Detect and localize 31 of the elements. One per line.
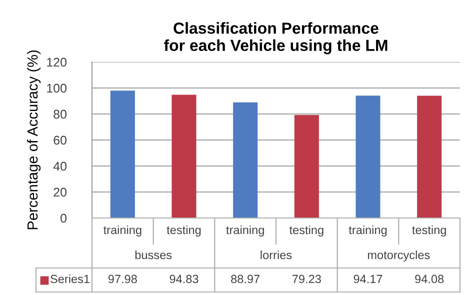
data-label: 88.97 [231, 274, 260, 284]
y-tick-label: 60 [54, 136, 67, 145]
y-tick-label: 120 [47, 58, 67, 67]
x-tick-label: testing [289, 225, 324, 237]
y-tick-label: 80 [54, 110, 67, 119]
data-label: 94.83 [170, 274, 198, 284]
data-label: 79.23 [292, 274, 321, 284]
y-tick-label: 100 [47, 84, 67, 93]
data-label: 94.17 [354, 274, 382, 284]
data-label: 97.98 [108, 274, 137, 284]
chart-title: Classification Performance for each Vehicle using the LM [164, 22, 388, 54]
x-tick-label: training [226, 225, 264, 237]
bar [233, 102, 258, 218]
x-tick-label: testing [166, 225, 201, 237]
bar [172, 94, 196, 218]
legend-label: Series1 [50, 274, 90, 284]
data-label: 94.08 [415, 274, 444, 284]
bar [356, 96, 380, 218]
y-axis-title: Percentage of Accuracy (%) [26, 50, 41, 230]
bar [110, 90, 135, 218]
bar [417, 96, 442, 218]
x-tick-label: training [348, 225, 387, 237]
text: motorcycles [368, 250, 430, 262]
y-tick-label: 20 [54, 188, 67, 197]
y-tick-label: 40 [53, 162, 67, 171]
y-tick-label: 0 [60, 214, 67, 223]
bar [294, 115, 319, 218]
text: lorries [260, 250, 292, 260]
text: busses [135, 250, 172, 260]
x-tick-label: training [103, 225, 142, 237]
x-tick-label: testing [412, 225, 446, 237]
